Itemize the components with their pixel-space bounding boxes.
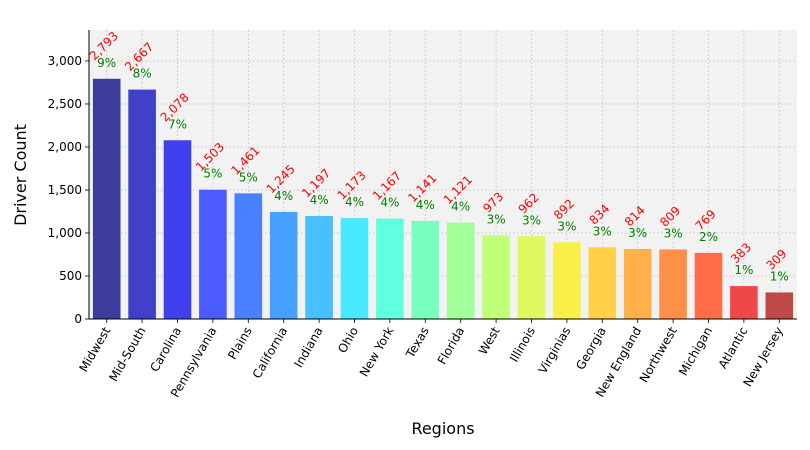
percent-label: 3% xyxy=(487,212,506,226)
x-tick-label: Illinois xyxy=(507,325,538,365)
x-tick-label: Carolina xyxy=(147,325,184,375)
bar xyxy=(199,189,227,319)
percent-label: 3% xyxy=(664,226,683,240)
bar xyxy=(553,242,581,319)
x-tick-label: Atlantic xyxy=(716,325,751,372)
percent-label: 4% xyxy=(380,196,399,210)
percent-label: 4% xyxy=(416,198,435,212)
x-tick-label: Ohio xyxy=(335,325,361,356)
percent-label: 4% xyxy=(310,193,329,207)
y-tick-label: 3,000 xyxy=(48,54,82,68)
bar xyxy=(128,89,156,319)
percent-label: 3% xyxy=(522,213,541,227)
percent-label: 4% xyxy=(274,189,293,203)
bar xyxy=(376,218,404,319)
bar xyxy=(269,211,298,319)
bar xyxy=(446,222,475,319)
bar xyxy=(234,193,263,319)
bar xyxy=(163,140,192,319)
percent-label: 1% xyxy=(770,269,789,283)
x-tick-label: Midwest xyxy=(76,324,113,374)
percent-label: 2% xyxy=(699,230,718,244)
bar xyxy=(305,216,333,319)
x-tick-label: Indiana xyxy=(291,325,325,370)
x-tick-label: Michigan xyxy=(676,325,715,379)
x-tick-label: Georgia xyxy=(573,325,609,373)
y-tick-label: 0 xyxy=(74,312,82,326)
bar xyxy=(340,218,369,319)
percent-label: 4% xyxy=(451,200,470,214)
bar xyxy=(588,247,617,319)
percent-label: 3% xyxy=(593,224,612,238)
x-tick-label: Texas xyxy=(403,325,432,362)
y-tick-labels: 0 500 1,000 1,500 2,000 2,500 3,000 xyxy=(48,54,82,326)
bar xyxy=(411,220,440,319)
axes xyxy=(85,30,797,323)
x-tick-label: New York xyxy=(357,324,397,379)
percent-label: 3% xyxy=(628,226,647,240)
bar xyxy=(92,78,121,319)
y-tick-label: 2,500 xyxy=(48,97,82,111)
percent-label: 8% xyxy=(133,67,152,81)
percent-label: 3% xyxy=(557,219,576,233)
bar xyxy=(765,292,794,319)
bar xyxy=(623,248,652,319)
bar xyxy=(482,235,510,319)
percent-label: 7% xyxy=(168,117,187,131)
x-axis-title: Regions xyxy=(411,419,474,438)
y-axis-title: Driver Count xyxy=(11,124,30,226)
bar xyxy=(517,236,546,319)
percent-label: 5% xyxy=(203,167,222,181)
percent-label: 4% xyxy=(345,195,364,209)
y-tick-label: 1,000 xyxy=(48,226,82,240)
bar xyxy=(694,252,723,319)
x-tick-label: Florida xyxy=(435,325,468,367)
y-tick-label: 2,000 xyxy=(48,140,82,154)
x-tick-label: California xyxy=(250,325,291,381)
bar xyxy=(659,249,687,319)
percent-label: 1% xyxy=(734,263,753,277)
y-tick-label: 1,500 xyxy=(48,183,82,197)
bars xyxy=(92,78,794,319)
y-tick-label: 500 xyxy=(59,269,82,283)
x-tick-label: Plains xyxy=(225,325,255,362)
percent-label: 5% xyxy=(239,170,258,184)
percent-label: 9% xyxy=(97,56,116,70)
x-tick-label: West xyxy=(476,324,503,357)
x-tick-label: Virginias xyxy=(536,325,574,377)
x-tick-label: Mid-South xyxy=(106,325,148,384)
bar xyxy=(730,286,758,319)
